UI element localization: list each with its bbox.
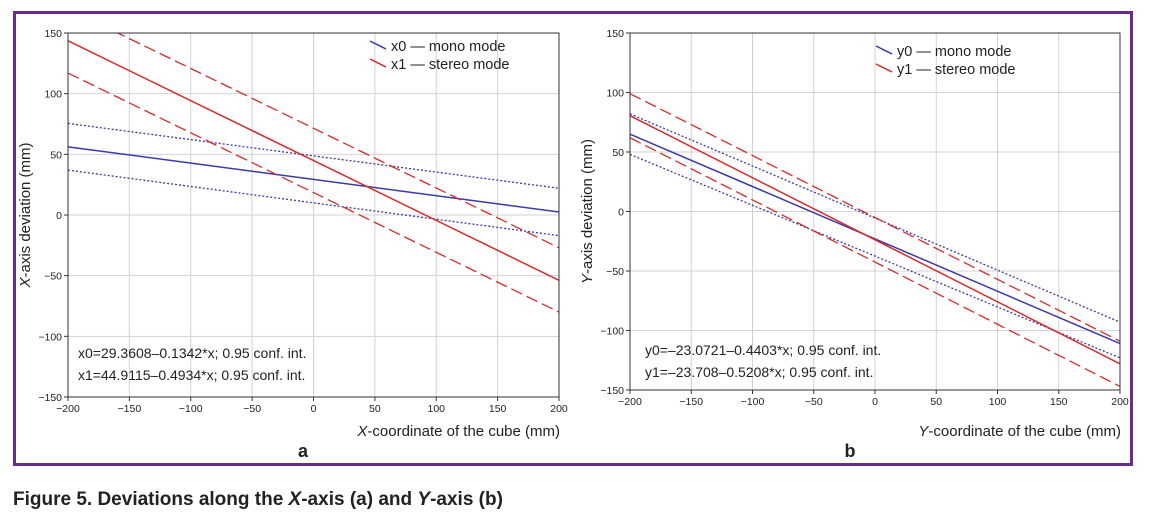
series-group bbox=[68, 33, 559, 313]
x-tick-label: −200 bbox=[56, 403, 80, 415]
x-tick-label: 0 bbox=[311, 403, 317, 415]
y-tick-label: 50 bbox=[612, 147, 624, 159]
x-axis-label-italic: X bbox=[356, 423, 368, 440]
caption-suffix: -axis (b) bbox=[430, 489, 503, 510]
series-x1-fit-line bbox=[68, 40, 559, 281]
x-tick-label: 100 bbox=[989, 396, 1007, 408]
y-tick-label: 0 bbox=[618, 207, 624, 219]
y-axis-label-rest: -axis deviation (mm) bbox=[579, 139, 596, 274]
y-tick-label: −100 bbox=[38, 331, 62, 343]
y-tick-label: −150 bbox=[38, 392, 62, 404]
x-tick-label: −100 bbox=[741, 396, 765, 408]
series-x0-fit-line bbox=[68, 146, 559, 213]
series-y1-conf-lower bbox=[630, 137, 1120, 388]
legend-swatch bbox=[369, 58, 387, 68]
x-tick-label: −200 bbox=[618, 396, 642, 408]
series-x1-conf-lower bbox=[68, 72, 559, 313]
y-tick-label: −150 bbox=[600, 385, 624, 397]
figure-caption: Figure 5. Deviations along the X-axis (a… bbox=[13, 489, 503, 511]
series-group bbox=[630, 93, 1120, 388]
y-tick-label: 100 bbox=[606, 88, 624, 100]
fit-equation-stereo: x1=44.9115–0.4934*x; 0.95 conf. int. bbox=[78, 367, 305, 383]
panel-label: b bbox=[845, 441, 856, 461]
fit-equation-mono: x0=29.3608–0.1342*x; 0.95 conf. int. bbox=[78, 345, 306, 361]
legend-swatch bbox=[875, 45, 893, 55]
legend-swatch bbox=[875, 63, 893, 73]
y-axis-label: X-axis deviation (mm) bbox=[17, 142, 34, 288]
y-tick-label: −50 bbox=[606, 266, 624, 278]
x-axis-label: Y-coordinate of the cube (mm) bbox=[918, 423, 1121, 440]
x-tick-label: −50 bbox=[805, 396, 823, 408]
fit-equation-mono: y0=–23.0721–0.4403*x; 0.95 conf. int. bbox=[645, 342, 881, 358]
x-axis-label-italic: Y bbox=[918, 423, 929, 440]
legend-label: y1 — stereo mode bbox=[897, 62, 1015, 78]
caption-x-word: X bbox=[288, 489, 302, 510]
y-tick-label: 150 bbox=[44, 28, 62, 40]
y-axis-label-italic: X bbox=[17, 277, 34, 289]
x-tick-label: −100 bbox=[179, 403, 203, 415]
x-axis-label-rest: -coordinate of the cube (mm) bbox=[928, 423, 1121, 440]
x-tick-label: 50 bbox=[930, 396, 942, 408]
caption-middle: -axis (a) and bbox=[301, 489, 418, 510]
x-tick-label: 200 bbox=[550, 403, 568, 415]
y-tick-label: 100 bbox=[44, 89, 62, 101]
y-axis-label-rest: -axis deviation (mm) bbox=[17, 142, 34, 277]
x-axis-label-rest: -coordinate of the cube (mm) bbox=[367, 423, 560, 440]
y-axis-label-italic: Y bbox=[579, 273, 596, 284]
series-x0-conf-upper bbox=[68, 122, 559, 189]
legend-label: y0 — mono mode bbox=[897, 44, 1011, 60]
x-tick-label: −50 bbox=[243, 403, 261, 415]
caption-prefix: Figure 5. Deviations along the bbox=[13, 489, 289, 510]
y-tick-label: −100 bbox=[600, 326, 624, 338]
x-tick-label: −150 bbox=[679, 396, 703, 408]
y-tick-label: 0 bbox=[56, 210, 62, 222]
y-tick-label: 150 bbox=[606, 28, 624, 40]
y-tick-label: 50 bbox=[50, 149, 62, 161]
legend-label: x0 — mono mode bbox=[391, 39, 505, 55]
x-tick-label: 150 bbox=[1050, 396, 1068, 408]
x-axis-label: X-coordinate of the cube (mm) bbox=[356, 423, 560, 440]
x-tick-label: −150 bbox=[118, 403, 142, 415]
caption-y-word: Y bbox=[417, 489, 431, 510]
x-tick-label: 50 bbox=[369, 403, 381, 415]
series-x1-conf-upper bbox=[116, 33, 559, 249]
y-axis-label: Y-axis deviation (mm) bbox=[579, 139, 596, 284]
series-y0-fit-line bbox=[630, 133, 1120, 345]
x-tick-label: 150 bbox=[489, 403, 507, 415]
series-y1-conf-upper bbox=[630, 93, 1120, 342]
x-tick-label: 0 bbox=[872, 396, 878, 408]
x-tick-label: 200 bbox=[1111, 396, 1129, 408]
legend-label: x1 — stereo mode bbox=[391, 57, 509, 73]
series-y0-conf-upper bbox=[630, 113, 1120, 323]
legend-swatch bbox=[369, 40, 387, 50]
fit-equation-stereo: y1=–23.708–0.5208*x; 0.95 conf. int. bbox=[645, 364, 873, 380]
series-x0-conf-lower bbox=[68, 169, 559, 237]
y-tick-label: −50 bbox=[44, 271, 62, 283]
series-y1-fit-line bbox=[630, 115, 1120, 365]
panel-label: a bbox=[298, 441, 309, 461]
x-tick-label: 100 bbox=[427, 403, 445, 415]
series-y0-conf-lower bbox=[630, 153, 1120, 359]
